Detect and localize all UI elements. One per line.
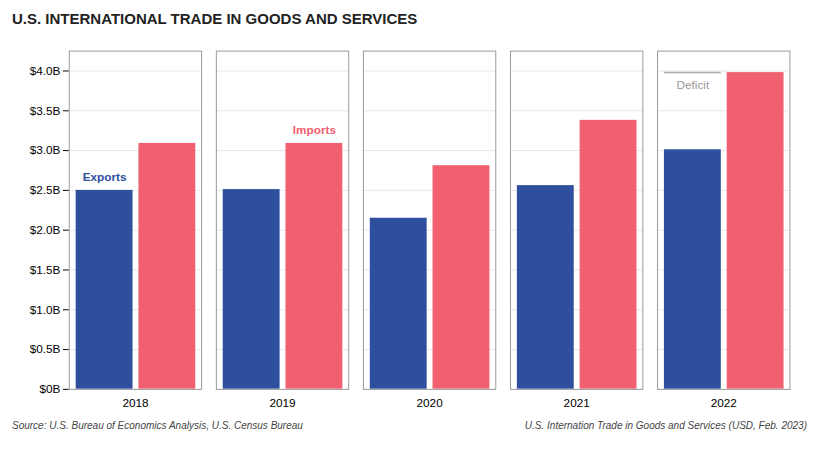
svg-text:Exports: Exports — [83, 170, 127, 183]
svg-text:$1.0B: $1.0B — [30, 303, 61, 316]
svg-text:Deficit: Deficit — [677, 78, 710, 91]
html-text:U.S. INTERNATIONAL TRADE IN GO: U.S. INTERNATIONAL TRADE IN GOODS AND SE… — [12, 10, 418, 27]
svg-text:2022: 2022 — [711, 396, 737, 409]
svg-text:2018: 2018 — [122, 396, 149, 409]
svg-text:$4.0B: $4.0B — [30, 64, 61, 77]
svg-text:2019: 2019 — [269, 396, 295, 409]
svg-text:$1.5B: $1.5B — [30, 263, 61, 276]
svg-text:$0.5B: $0.5B — [30, 342, 61, 355]
svg-text:$2.0B: $2.0B — [30, 223, 61, 236]
svg-text:$0B: $0B — [40, 382, 61, 395]
svg-text:2020: 2020 — [417, 396, 444, 409]
svg-text:Imports: Imports — [293, 123, 337, 136]
svg-text:$3.5B: $3.5B — [30, 104, 61, 117]
html-text:Source: U.S. Bureau of Economi: Source: U.S. Bureau of Economics Analysi… — [12, 420, 303, 432]
svg-text:$3.0B: $3.0B — [30, 143, 61, 156]
html-text:U.S. Internation Trade in Good: U.S. Internation Trade in Goods and Serv… — [524, 420, 807, 432]
svg-text:2021: 2021 — [564, 396, 590, 409]
svg-text:$2.5B: $2.5B — [30, 183, 61, 196]
